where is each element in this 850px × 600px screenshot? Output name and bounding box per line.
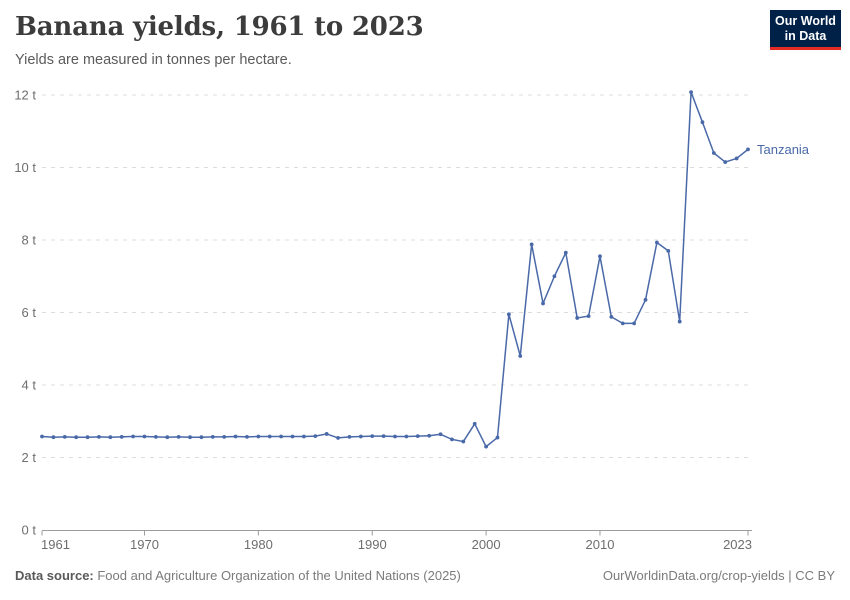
data-point[interactable]	[415, 434, 420, 439]
data-point[interactable]	[119, 434, 124, 439]
data-point[interactable]	[609, 314, 614, 319]
data-point[interactable]	[689, 90, 693, 94]
data-point[interactable]	[108, 435, 113, 440]
data-point[interactable]	[484, 444, 488, 449]
data-point[interactable]	[495, 435, 500, 440]
data-point[interactable]	[324, 432, 329, 436]
tanzania-line[interactable]	[41, 91, 749, 448]
data-point[interactable]	[336, 436, 340, 440]
data-point[interactable]	[506, 312, 511, 317]
data-point[interactable]	[267, 434, 272, 439]
data-point[interactable]	[279, 434, 284, 439]
data-point[interactable]	[598, 254, 602, 259]
data-point[interactable]	[541, 301, 545, 306]
y-axis-tick-label: 12 t	[14, 88, 36, 103]
data-point[interactable]	[450, 437, 454, 442]
data-point[interactable]	[233, 434, 238, 439]
data-point[interactable]	[655, 240, 659, 245]
data-point[interactable]	[393, 434, 397, 439]
data-point[interactable]	[666, 248, 671, 253]
data-point[interactable]	[632, 321, 637, 326]
data-point[interactable]	[381, 434, 386, 439]
data-point[interactable]	[313, 434, 318, 439]
data-point[interactable]	[188, 435, 192, 440]
data-point[interactable]	[302, 434, 306, 439]
data-point[interactable]	[222, 434, 227, 439]
data-point[interactable]	[700, 120, 705, 125]
x-axis-tick-label: 2000	[472, 537, 501, 552]
data-point[interactable]	[199, 435, 204, 440]
y-axis-tick-label: 0 t	[22, 523, 37, 538]
owid-url-license[interactable]: OurWorldinData.org/crop-yields | CC BY	[602, 568, 835, 583]
y-axis-tick-label: 10 t	[14, 160, 36, 175]
x-axis-tick-label: 1970	[130, 537, 159, 552]
data-point[interactable]	[746, 147, 750, 152]
data-point[interactable]	[176, 434, 181, 439]
data-point[interactable]	[245, 434, 249, 439]
x-axis-tick-label: 1990	[358, 537, 387, 552]
data-point[interactable]	[142, 434, 147, 439]
data-point[interactable]	[620, 321, 625, 326]
data-source-value: Food and Agriculture Organization of the…	[93, 568, 461, 583]
owid-logo[interactable]: Our World in Data	[770, 10, 841, 50]
data-point[interactable]	[165, 435, 170, 440]
data-point[interactable]	[404, 434, 409, 439]
data-point[interactable]	[74, 435, 79, 440]
data-point[interactable]	[290, 434, 295, 439]
data-source-label: Data source:	[15, 568, 94, 583]
x-axis-tick-label: 2023	[723, 537, 752, 552]
data-point[interactable]	[85, 435, 90, 440]
data-point[interactable]	[210, 434, 215, 439]
data-point[interactable]	[711, 151, 716, 155]
data-point[interactable]	[563, 250, 568, 255]
y-axis-tick-label: 4 t	[22, 378, 37, 393]
data-point[interactable]	[529, 242, 534, 247]
data-point[interactable]	[438, 432, 443, 437]
chart-subtitle: Yields are measured in tonnes per hectar…	[15, 52, 292, 68]
data-point[interactable]	[472, 421, 477, 426]
data-point[interactable]	[40, 434, 44, 439]
owid-logo-line1: Our World	[775, 13, 836, 28]
data-point[interactable]	[51, 435, 56, 440]
data-point[interactable]	[518, 354, 523, 358]
y-axis-tick-label: 8 t	[22, 233, 37, 248]
data-point[interactable]	[153, 434, 158, 439]
x-axis-tick-label: 2010	[586, 537, 615, 552]
data-point[interactable]	[734, 156, 739, 161]
y-axis-tick-label: 6 t	[22, 305, 37, 320]
data-point[interactable]	[256, 434, 261, 439]
series-label-tanzania[interactable]: Tanzania	[757, 142, 810, 157]
data-point[interactable]	[643, 297, 648, 302]
data-point[interactable]	[427, 433, 432, 438]
data-point[interactable]	[586, 314, 591, 319]
x-axis-tick-label: 1961	[41, 537, 70, 552]
data-point[interactable]	[97, 434, 101, 439]
data-point[interactable]	[461, 439, 466, 444]
data-point[interactable]	[677, 319, 682, 324]
data-point[interactable]	[552, 274, 557, 279]
data-point[interactable]	[575, 316, 580, 320]
x-axis-tick-label: 1980	[244, 537, 273, 552]
chart-footer: Data source: Food and Agriculture Organi…	[0, 568, 850, 583]
data-point[interactable]	[723, 160, 728, 164]
data-point[interactable]	[62, 434, 67, 439]
data-point[interactable]	[358, 434, 363, 439]
page-title: Banana yields, 1961 to 2023	[15, 12, 424, 42]
y-axis-tick-label: 2 t	[22, 450, 37, 465]
owid-logo-line2: in Data	[784, 28, 827, 43]
data-point[interactable]	[131, 434, 135, 439]
data-source-note: Data source: Food and Agriculture Organi…	[15, 568, 461, 583]
data-point[interactable]	[370, 434, 375, 439]
data-point[interactable]	[347, 434, 352, 439]
